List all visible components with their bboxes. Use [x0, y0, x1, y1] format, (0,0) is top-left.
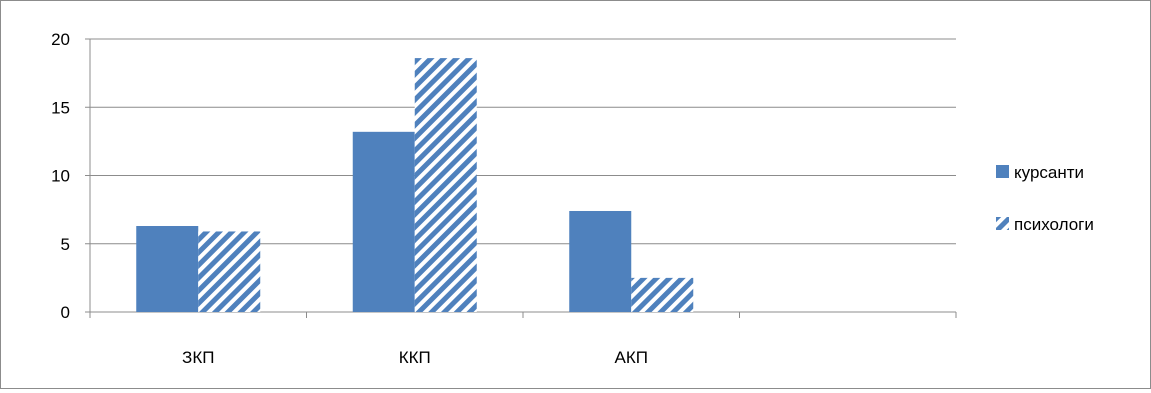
gridlines: [90, 38, 956, 245]
y-tick-label: 10: [51, 167, 70, 186]
legend-label: психологи: [1014, 215, 1094, 234]
bar-psykholohy: [631, 277, 694, 312]
legend: курсанти психологи: [996, 163, 1094, 234]
y-tick-label: 0: [61, 303, 70, 322]
legend-label: курсанти: [1014, 163, 1084, 182]
y-tick-label: 20: [51, 30, 70, 49]
x-tick-label: ККП: [399, 348, 431, 367]
tick-labels: 0 5 10 15 20 ЗКП ККП АКП: [51, 30, 648, 367]
x-tick-label: ЗКП: [182, 348, 214, 367]
y-tick-label: 5: [61, 235, 70, 254]
bar-kursanty: [352, 131, 415, 312]
bar-psykholohy: [198, 231, 261, 312]
bar-kursanty: [569, 210, 632, 312]
y-tick-label: 15: [51, 98, 70, 117]
bars: [136, 58, 694, 312]
bar-psykholohy: [414, 58, 477, 312]
bar-kursanty: [136, 226, 199, 312]
legend-swatch: [996, 217, 1009, 230]
legend-swatch: [996, 165, 1009, 178]
x-tick-label: АКП: [615, 348, 648, 367]
